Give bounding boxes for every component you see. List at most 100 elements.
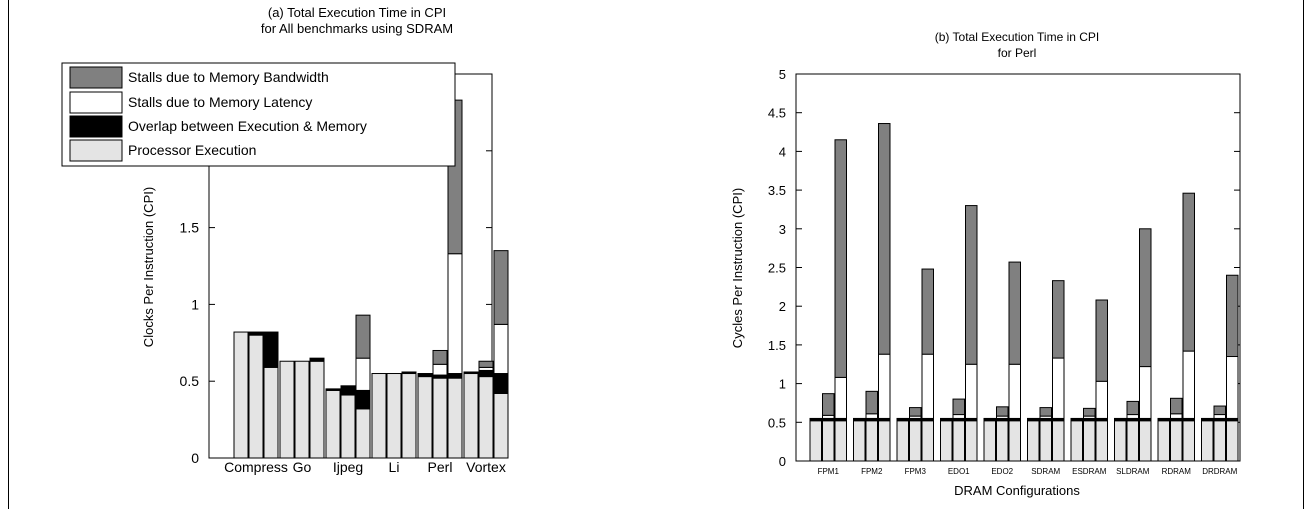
chart-a-ylabel: Clocks Per Instruction (CPI) — [141, 187, 156, 347]
chart-b-bar-segment-overlap — [1070, 417, 1083, 422]
chart-b-bar-segment-execution — [1213, 420, 1226, 462]
chart-a-bar-segment-overlap — [340, 385, 356, 396]
chart-b-bar-segment-bandwidth — [1052, 280, 1065, 359]
chart-a-bar-segment-bandwidth — [478, 360, 494, 368]
chart-b-ytick-label: 0.5 — [768, 415, 786, 430]
chart-b-bar-segment-bandwidth — [1083, 407, 1096, 417]
chart-b-bar-segment-latency — [878, 353, 891, 419]
chart-b-bar-segment-execution — [853, 420, 866, 462]
chart-a-bar-segment-execution — [263, 366, 279, 459]
chart-b-bar-segment-execution — [921, 420, 934, 462]
legend-label-overlap: Overlap between Execution & Memory — [128, 118, 367, 134]
chart-b-ytick-label: 3 — [779, 222, 786, 237]
chart-a-bar-segment-overlap — [478, 369, 494, 378]
chart-b-bar-segment-overlap — [940, 417, 953, 422]
chart-a-ytick-label: 0.5 — [180, 373, 200, 389]
legend-label-execution: Processor Execution — [128, 142, 256, 158]
chart-a-category-label: Perl — [428, 459, 453, 475]
chart-b-subtitle: for Perl — [998, 46, 1037, 60]
chart-b-bar-segment-latency — [1226, 356, 1239, 419]
chart-b-bar-segment-bandwidth — [1139, 228, 1152, 368]
chart-b-bar-segment-latency — [921, 353, 934, 419]
chart-a-bar-segment-bandwidth — [355, 314, 371, 359]
chart-b-bar-segment-latency — [834, 376, 847, 419]
chart-b-bar-segment-execution — [878, 420, 891, 462]
chart-b-bar-segment-latency — [1126, 414, 1139, 419]
chart-b-bar-segment-execution — [1070, 420, 1083, 462]
chart-b-bar-segment-execution — [834, 420, 847, 462]
chart-b-title: (b) Total Execution Time in CPI — [935, 30, 1100, 44]
chart-a-bar-segment-execution — [371, 373, 387, 459]
legend-label-latency: Stalls due to Memory Latency — [128, 94, 312, 110]
chart-b-bar-segment-bandwidth — [921, 268, 934, 355]
chart-b-bar-segment-bandwidth — [834, 139, 847, 378]
chart-b-bar-segment-bandwidth — [1126, 400, 1139, 416]
chart-b-ytick-label: 3.5 — [768, 183, 786, 198]
legend-swatch-overlap — [69, 115, 123, 138]
chart-b-bar-segment-execution — [809, 420, 822, 462]
chart-a-category-label: Ijpeg — [333, 459, 363, 475]
chart-b-bar-segment-bandwidth — [1213, 405, 1226, 416]
chart-a-bar-segment-latency — [355, 357, 371, 391]
chart-b-bar-segment-execution — [1157, 420, 1170, 462]
chart-b-bar-segment-execution — [909, 420, 922, 462]
chart-a-bar-segment-execution — [325, 389, 341, 459]
chart-a-ytick-label: 0 — [191, 450, 199, 466]
chart-b-category-label: EDO1 — [948, 467, 970, 476]
chart-b-bar-segment-bandwidth — [952, 398, 965, 416]
chart-b-bar-segment-execution — [1095, 420, 1108, 462]
chart-a-bar-segment-execution — [309, 360, 325, 459]
chart-b-bar-segment-overlap — [896, 417, 909, 422]
chart-a-bar-segment-execution — [248, 334, 264, 459]
chart-b-bar-segment-execution — [1008, 420, 1021, 462]
chart-b-bar-segment-execution — [940, 420, 953, 462]
chart-b-bar-segment-execution — [865, 420, 878, 462]
legend-swatch-execution — [69, 139, 123, 162]
chart-a-category-label: Compress — [224, 459, 288, 475]
chart-b-bar-segment-bandwidth — [878, 123, 891, 355]
chart-b-bar-segment-bandwidth — [965, 205, 978, 365]
chart-b-category-label: SDRAM — [1031, 467, 1060, 476]
chart-b-bar-segment-overlap — [1157, 417, 1170, 422]
figure-frame — [8, 0, 1304, 509]
chart-b-bar-segment-execution — [1170, 420, 1183, 462]
chart-a-bar-segment-execution — [386, 373, 402, 459]
chart-a-bar-segment-overlap — [355, 389, 371, 410]
chart-a-bar-segment-latency — [432, 363, 448, 376]
chart-b-category-label: FPM3 — [905, 467, 927, 476]
chart-a-bar-segment-overlap — [493, 373, 509, 394]
chart-b-bar-segment-execution — [1226, 420, 1239, 462]
chart-b-category-label: FPM2 — [861, 467, 883, 476]
chart-b-bar-segment-execution — [1039, 420, 1052, 462]
chart-a-bar-segment-overlap — [447, 373, 463, 379]
chart-b-category-label: DRDRAM — [1202, 467, 1237, 476]
chart-b-bar-segment-execution — [822, 420, 835, 462]
chart-a-ytick-label: 1 — [191, 296, 199, 312]
chart-b-bar-segment-overlap — [853, 417, 866, 422]
chart-b-bar-segment-bandwidth — [1226, 274, 1239, 358]
chart-b-bar-segment-bandwidth — [865, 390, 878, 415]
chart-b-bar-segment-overlap — [1027, 417, 1040, 422]
chart-b-bar-segment-execution — [1052, 420, 1065, 462]
chart-a-bar-segment-execution — [447, 377, 463, 459]
chart-b-bar-segment-latency — [865, 413, 878, 419]
chart-b-bar-segment-bandwidth — [1039, 407, 1052, 417]
chart-b-ytick-label: 0 — [779, 454, 786, 469]
chart-b-bar-segment-overlap — [1114, 417, 1127, 422]
chart-b-bar-segment-latency — [1008, 363, 1021, 419]
chart-a-category-label: Go — [293, 459, 312, 475]
chart-a-plot: 00.511.52CompressGoIjpegLiPerlVortex — [180, 73, 509, 475]
chart-b-bar-segment-execution — [1182, 420, 1195, 462]
chart-b-bar-segment-execution — [1201, 420, 1214, 462]
legend: Stalls due to Memory Bandwidth Stalls du… — [61, 62, 456, 167]
chart-b-category-label: SLDRAM — [1116, 467, 1150, 476]
chart-b-bar-segment-execution — [1027, 420, 1040, 462]
chart-a-bar-segment-overlap — [417, 373, 433, 378]
chart-a-bar-segment-latency — [447, 253, 463, 375]
chart-b-bar-segment-execution — [1114, 420, 1127, 462]
chart-b-bar-segment-overlap — [983, 417, 996, 422]
chart-a-ytick-label: 1.5 — [180, 220, 200, 236]
chart-b-ytick-label: 2.5 — [768, 261, 786, 276]
